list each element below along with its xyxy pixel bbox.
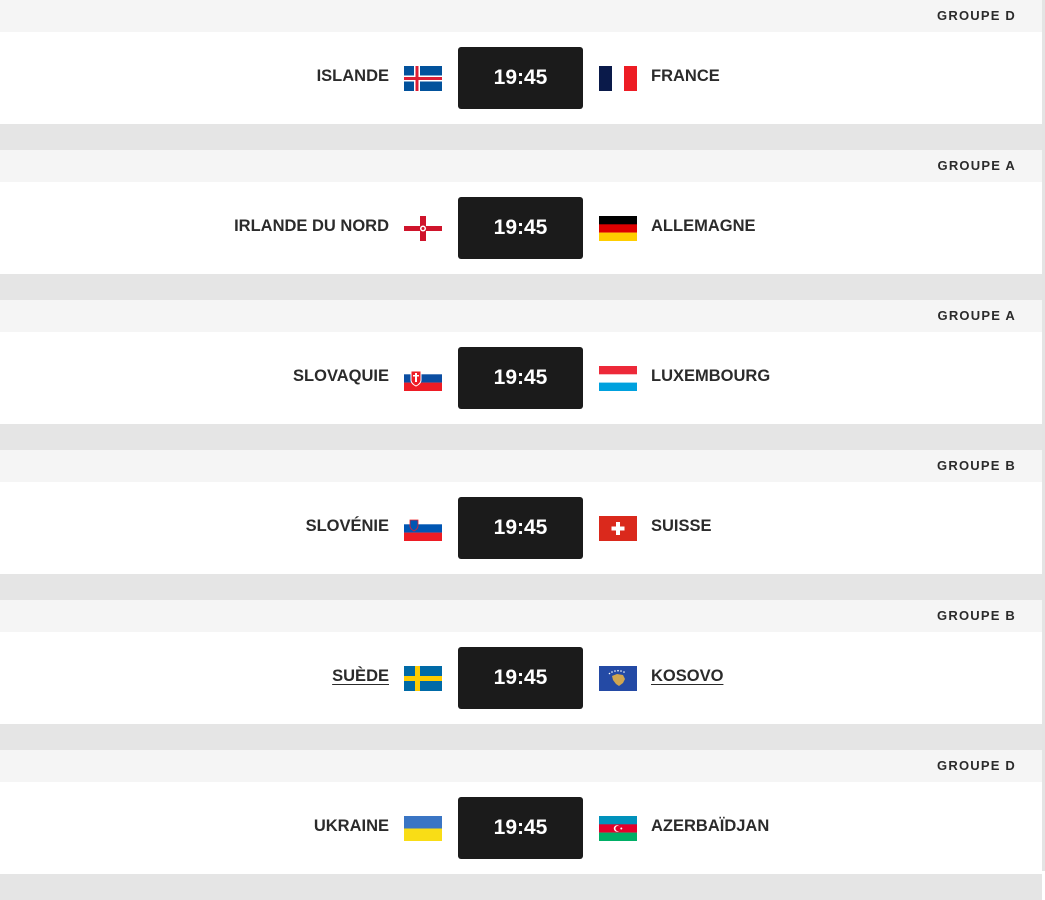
germany-flag-icon xyxy=(599,216,637,241)
group-label: GROUPE A xyxy=(937,308,1016,323)
group-label: GROUPE D xyxy=(937,758,1016,773)
home-team-name: ISLANDE xyxy=(316,67,389,85)
match-row[interactable]: SLOVAQUIE 19:45 LUXEMBOURG xyxy=(0,332,1042,424)
separator xyxy=(0,574,1042,600)
match-card: GROUPE D UKRAINE 19:45 AZERBAÏDJAN xyxy=(0,750,1042,900)
match-card: GROUPE D ISLANDE 19:45 FRANCE xyxy=(0,0,1042,150)
group-header: GROUPE B xyxy=(0,450,1042,482)
match-row[interactable]: SUÈDE 19:45 KOSOVO xyxy=(0,632,1042,724)
group-header: GROUPE D xyxy=(0,750,1042,782)
luxembourg-flag-icon xyxy=(599,366,637,391)
match-row[interactable]: UKRAINE 19:45 AZERBAÏDJAN xyxy=(0,782,1042,874)
match-row[interactable]: IRLANDE DU NORD 19:45 ALLEMAGNE xyxy=(0,182,1042,274)
iceland-flag-icon xyxy=(404,66,442,91)
scrollbar[interactable] xyxy=(1042,0,1045,871)
france-flag-icon xyxy=(599,66,637,91)
home-team-name: IRLANDE DU NORD xyxy=(234,217,389,235)
away-team-name[interactable]: KOSOVO xyxy=(651,667,724,685)
home-team-name: SLOVÉNIE xyxy=(305,517,389,535)
group-label: GROUPE A xyxy=(937,158,1016,173)
away-team-name: FRANCE xyxy=(651,67,720,85)
match-card: GROUPE B SLOVÉNIE 19:45 SUISSE xyxy=(0,450,1042,600)
kickoff-time[interactable]: 19:45 xyxy=(458,47,583,109)
separator xyxy=(0,424,1042,450)
home-team-name: SLOVAQUIE xyxy=(293,367,389,385)
away-team-name: AZERBAÏDJAN xyxy=(651,817,770,835)
away-team-name: ALLEMAGNE xyxy=(651,217,756,235)
ukraine-flag-icon xyxy=(404,816,442,841)
separator xyxy=(0,874,1042,900)
separator xyxy=(0,274,1042,300)
away-team-name: LUXEMBOURG xyxy=(651,367,771,385)
northern-ireland-flag-icon xyxy=(404,216,442,241)
match-row[interactable]: ISLANDE 19:45 FRANCE xyxy=(0,32,1042,124)
away-team-name: SUISSE xyxy=(651,517,712,535)
kickoff-time[interactable]: 19:45 xyxy=(458,197,583,259)
match-card: GROUPE A IRLANDE DU NORD 19:45 ALLEMAGNE xyxy=(0,150,1042,300)
kickoff-time[interactable]: 19:45 xyxy=(458,347,583,409)
slovenia-flag-icon xyxy=(404,516,442,541)
group-label: GROUPE D xyxy=(937,8,1016,23)
group-label: GROUPE B xyxy=(937,608,1016,623)
group-header: GROUPE D xyxy=(0,0,1042,32)
home-team-name: UKRAINE xyxy=(313,817,389,835)
group-header: GROUPE B xyxy=(0,600,1042,632)
kosovo-flag-icon xyxy=(599,666,637,691)
group-header: GROUPE A xyxy=(0,150,1042,182)
slovakia-flag-icon xyxy=(404,366,442,391)
switzerland-flag-icon xyxy=(599,516,637,541)
azerbaijan-flag-icon xyxy=(599,816,637,841)
kickoff-time[interactable]: 19:45 xyxy=(458,647,583,709)
kickoff-time[interactable]: 19:45 xyxy=(458,497,583,559)
group-label: GROUPE B xyxy=(937,458,1016,473)
separator xyxy=(0,724,1042,750)
match-row[interactable]: SLOVÉNIE 19:45 SUISSE xyxy=(0,482,1042,574)
sweden-flag-icon xyxy=(404,666,442,691)
kickoff-time[interactable]: 19:45 xyxy=(458,797,583,859)
match-card: GROUPE A SLOVAQUIE 19:45 LUXEMBOURG xyxy=(0,300,1042,450)
match-card: GROUPE B SUÈDE 19:45 KOSOVO xyxy=(0,600,1042,750)
home-team-name[interactable]: SUÈDE xyxy=(332,667,389,685)
separator xyxy=(0,124,1042,150)
group-header: GROUPE A xyxy=(0,300,1042,332)
